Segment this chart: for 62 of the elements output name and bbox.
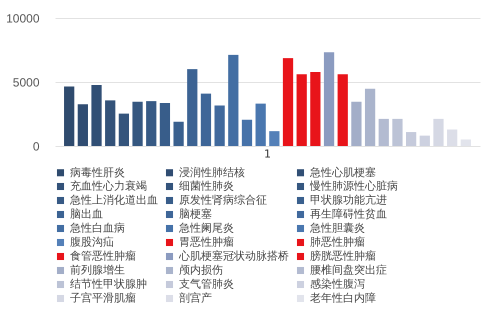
legend-label: 急性胆囊炎 — [309, 222, 365, 234]
bar — [105, 100, 116, 146]
bar — [364, 88, 376, 146]
legend-label: 食管恶性肿瘤 — [70, 250, 136, 262]
legend-label: 腰椎间盘突出症 — [310, 264, 387, 276]
bar — [324, 52, 334, 146]
bar — [214, 106, 225, 146]
legend-label: 子宫平滑肌瘤 — [70, 292, 136, 304]
y-tick-label: 0 — [32, 140, 40, 154]
legend-label: 膀胱恶性肿瘤 — [310, 250, 376, 262]
bar — [296, 74, 307, 146]
x-tick-label: 1 — [264, 148, 271, 160]
legend-label: 剖宫产 — [179, 292, 212, 304]
bar — [160, 102, 170, 146]
legend-label: 再生障碍性贫血 — [310, 208, 387, 220]
y-tick-label: 10000 — [6, 12, 40, 26]
bar — [378, 118, 389, 146]
legend-label: 肺恶性肿瘤 — [310, 236, 365, 248]
legend-label: 心肌梗塞冠状动脉搭桥 — [178, 250, 289, 262]
legend-label: 急性白血病 — [69, 222, 125, 234]
bar — [200, 94, 212, 146]
y-tick-label: 5000 — [12, 76, 40, 90]
legend-label: 感染性腹泻 — [310, 278, 365, 290]
bar — [64, 86, 74, 146]
legend-label: 充血性心力衰竭 — [70, 180, 147, 192]
legend-label: 胃恶性肿瘤 — [179, 236, 234, 248]
bar — [433, 118, 444, 146]
bar — [187, 69, 198, 146]
bar — [338, 74, 348, 146]
legend-label: 支气管肺炎 — [179, 278, 234, 290]
bar — [78, 104, 88, 146]
legend-label: 急性上消化道出血 — [69, 194, 158, 206]
bar — [173, 122, 184, 146]
bar — [420, 136, 430, 146]
bar — [282, 58, 294, 146]
bar — [228, 54, 238, 146]
legend-label: 前列腺增生 — [70, 264, 125, 276]
legend-label: 浸润性肺结核 — [179, 166, 245, 179]
bar — [392, 118, 403, 146]
legend-label: 慢性肺源性心脏病 — [309, 180, 398, 192]
legend-label: 腹股沟疝 — [70, 236, 114, 248]
legend-label: 原发性肾病综合征 — [179, 194, 267, 206]
legend-label: 甲状腺功能亢进 — [310, 194, 387, 206]
legend-label: 老年性白内障 — [310, 292, 376, 304]
bar — [351, 102, 362, 146]
bar — [132, 102, 143, 146]
bar — [146, 101, 156, 146]
legend-label: 急性心肌梗塞 — [309, 166, 376, 179]
bar — [269, 131, 280, 146]
legend-label: 颅内损伤 — [179, 264, 223, 276]
legend-label: 脑梗塞 — [179, 208, 212, 220]
bar — [406, 132, 416, 146]
bar — [310, 72, 320, 146]
legend-label: 细菌性肺炎 — [179, 180, 234, 192]
bar — [242, 120, 252, 146]
bar — [91, 84, 102, 146]
legend-label: 脑出血 — [70, 208, 103, 220]
legend-label: 病毒性肝炎 — [70, 166, 125, 179]
bar — [256, 104, 266, 146]
legend-label: 结节性甲状腺肿 — [70, 278, 147, 290]
bar — [118, 114, 130, 146]
legend-label: 急性阑尾炎 — [178, 222, 234, 234]
